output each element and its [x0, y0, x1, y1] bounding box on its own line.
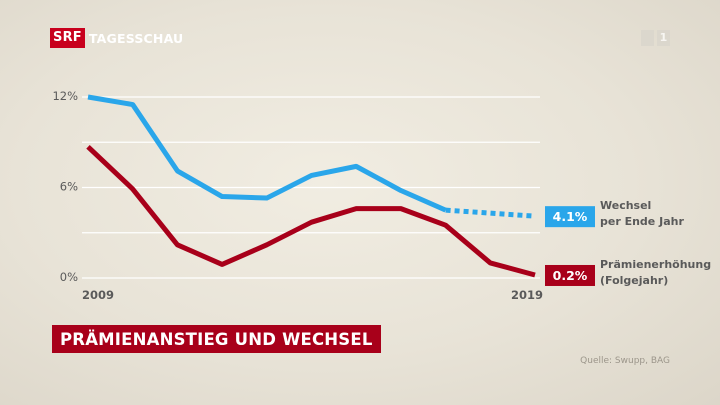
end-value-box [545, 206, 595, 228]
series-line-projection [445, 207, 536, 219]
series-label: Wechsel [600, 199, 651, 212]
x-tick-label: 2009 [82, 288, 114, 302]
series-line [87, 94, 447, 213]
end-value-box [545, 264, 595, 286]
end-value-label: 0.2% [553, 268, 588, 283]
x-tick-label: 2019 [511, 288, 543, 302]
chart-title-banner: PRÄMIENANSTIEG UND WECHSEL [52, 325, 381, 353]
srf1-channel-logo: 1 [641, 30, 670, 46]
tagesschau-label: TAGESSCHAU [88, 30, 184, 46]
y-tick-label: 12% [52, 89, 78, 103]
y-tick-label: 0% [60, 270, 78, 284]
series-line [86, 144, 536, 278]
end-value-label: 4.1% [553, 209, 588, 224]
channel-logo-block [641, 30, 654, 46]
channel-logo-block: 1 [657, 30, 670, 46]
series-label: Prämienerhöhung [600, 258, 711, 271]
srf-logo: SRF [50, 28, 85, 48]
srf-tagesschau-logo: SRF TAGESSCHAU [50, 28, 183, 48]
series-label: (Folgejahr) [600, 274, 668, 287]
source-note: Quelle: Swupp, BAG [580, 356, 670, 366]
y-tick-label: 6% [60, 180, 78, 194]
series-label: per Ende Jahr [600, 215, 684, 228]
